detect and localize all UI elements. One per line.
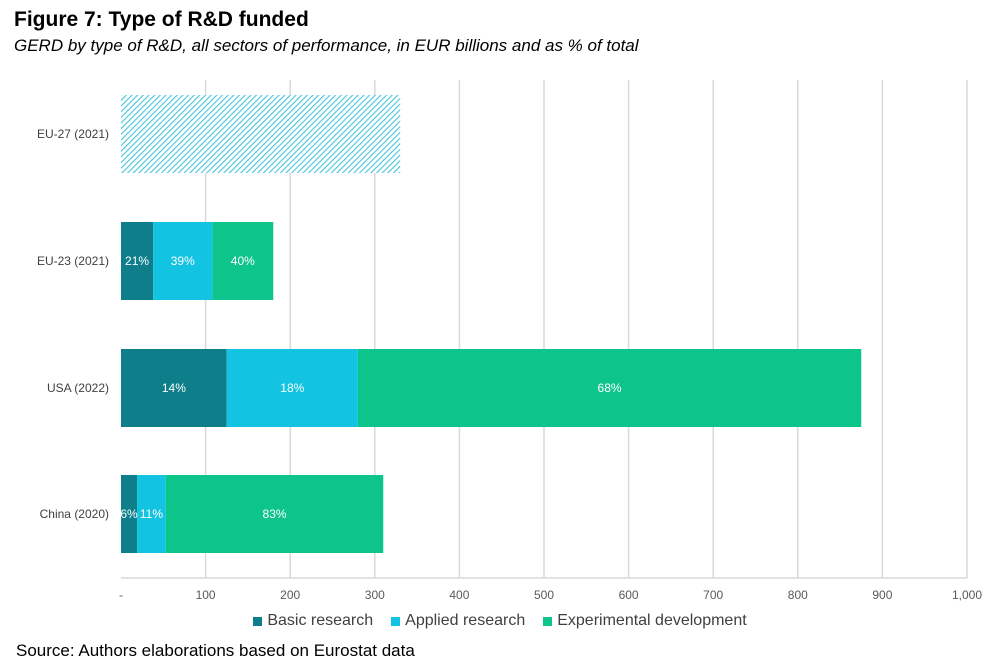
bar-segment-applied: [153, 222, 213, 300]
category-label: EU-27 (2021): [37, 127, 109, 141]
bar-segment-basic: [121, 475, 138, 553]
source-note: Source: Authors elaborations based on Eu…: [16, 641, 415, 660]
data-label: 6%: [120, 507, 138, 521]
x-tick-label: 800: [788, 588, 808, 602]
data-label: 18%: [280, 381, 304, 395]
data-label: 40%: [231, 254, 255, 268]
bar-segment-basic: [121, 349, 227, 427]
x-tick-label: 700: [703, 588, 723, 602]
data-label: 11%: [140, 507, 163, 521]
category-label: China (2020): [40, 507, 109, 521]
x-tick-label: 500: [534, 588, 554, 602]
chart-subtitle: GERD by type of R&D, all sectors of perf…: [14, 36, 639, 55]
bar-segment-applied: [226, 349, 358, 427]
x-tick-label: -: [119, 588, 123, 602]
chart-title: Figure 7: Type of R&D funded: [14, 8, 309, 31]
bar-segment-experimental: [165, 475, 384, 553]
data-label: 14%: [162, 381, 186, 395]
x-tick-label: 1,000: [952, 588, 982, 602]
legend-item-experimental: Experimental development: [543, 612, 747, 630]
bar-segment-applied: [137, 475, 166, 553]
legend-item-basic: Basic research: [253, 612, 373, 630]
x-tick-label: 600: [619, 588, 639, 602]
bar-segment-experimental: [212, 222, 274, 300]
data-label: 21%: [125, 254, 149, 268]
legend-swatch-experimental: [543, 616, 553, 626]
legend-swatch-basic: [253, 616, 263, 626]
category-label: USA (2022): [47, 381, 109, 395]
data-label: 68%: [598, 381, 622, 395]
legend: Basic research Applied research Experime…: [0, 612, 1000, 630]
x-tick-label: 100: [196, 588, 216, 602]
x-tick-label: 200: [280, 588, 300, 602]
legend-swatch-applied: [391, 616, 401, 626]
bar-eu27-total: [121, 95, 401, 173]
x-tick-label: 900: [872, 588, 892, 602]
x-tick-label: 400: [449, 588, 469, 602]
legend-label-experimental: Experimental development: [557, 612, 747, 629]
legend-item-applied: Applied research: [391, 612, 525, 630]
bar-segment-basic: [121, 222, 154, 300]
x-tick-label: 300: [365, 588, 385, 602]
bar-segment-experimental: [357, 349, 862, 427]
legend-label-basic: Basic research: [267, 612, 374, 629]
data-label: 39%: [171, 254, 195, 268]
legend-label-applied: Applied research: [405, 612, 526, 629]
category-label: EU-23 (2021): [37, 254, 109, 268]
data-label: 83%: [263, 507, 287, 521]
